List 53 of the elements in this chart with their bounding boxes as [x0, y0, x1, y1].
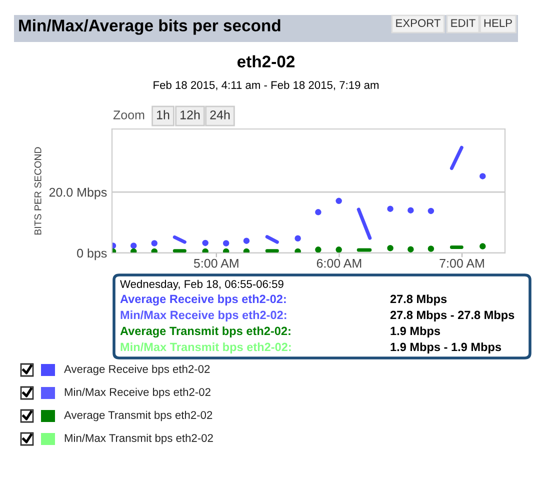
point: [315, 209, 322, 216]
legend-label: Min/Max Receive bps eth2-02: [64, 388, 210, 398]
point: [408, 207, 414, 214]
text: Min/Max Transmit bps eth2-02:: [120, 342, 291, 354]
legend-label: Min/Max Transmit bps eth2-02: [64, 434, 213, 444]
legend-label: Average Receive bps eth2-02: [64, 364, 210, 376]
text: Min/Max Receive bps eth2-02:: [120, 310, 286, 322]
y-tick-label: 0 bps: [77, 248, 107, 260]
point: [202, 240, 208, 246]
x-tick-label: 6:00 AM: [316, 258, 362, 268]
text: 24h: [210, 110, 230, 120]
point: [408, 246, 414, 252]
text: Wednesday, Feb 18, 06:55-06:59: [120, 280, 284, 290]
text: Zoom: [113, 110, 144, 120]
point: [243, 238, 250, 244]
point: [151, 248, 158, 253]
text: HELP: [484, 19, 512, 27]
point: [336, 246, 342, 253]
point: [222, 248, 230, 253]
legend-label: Average Transmit bps eth2-02: [64, 410, 212, 422]
text: EDIT: [451, 19, 476, 27]
text: 1.9 Mbps: [390, 326, 440, 338]
point: [151, 240, 158, 246]
text: EXPORT: [396, 19, 440, 27]
point: [428, 208, 434, 214]
text: Average Receive bps eth2-02:: [120, 294, 286, 306]
point: [130, 248, 137, 253]
text: 1.9 Mbps - 1.9 Mbps: [390, 342, 502, 354]
point: [243, 248, 250, 253]
point: [336, 198, 342, 204]
text: 1h: [157, 110, 170, 120]
text: 27.8 Mbps: [390, 294, 447, 306]
text: Feb 18 2015, 4:11 am - Feb 18 2015, 7:19 am: [154, 80, 379, 90]
point: [480, 173, 486, 180]
y-axis-title: BITS PER SECOND: [34, 147, 42, 234]
point: [202, 248, 208, 253]
x-tick-label: 5:00 AM: [194, 258, 238, 268]
point: [294, 248, 301, 253]
point: [130, 242, 137, 249]
chart-subtitle: eth2-02: [237, 55, 295, 68]
point: [387, 206, 394, 212]
point: [428, 246, 434, 252]
point: [294, 235, 301, 242]
text: Average Transmit bps eth2-02:: [120, 326, 290, 338]
text: 12h: [180, 110, 200, 120]
point: [480, 243, 486, 250]
point: [222, 240, 230, 246]
chart-title: Min/Max/Average bits per second: [19, 19, 280, 35]
x-tick-label: 7:00 AM: [440, 258, 484, 268]
point: [387, 245, 394, 252]
text: 27.8 Mbps - 27.8 Mbps: [390, 310, 514, 322]
y-tick-label: 20.0 Mbps: [49, 188, 107, 200]
point: [315, 246, 322, 253]
